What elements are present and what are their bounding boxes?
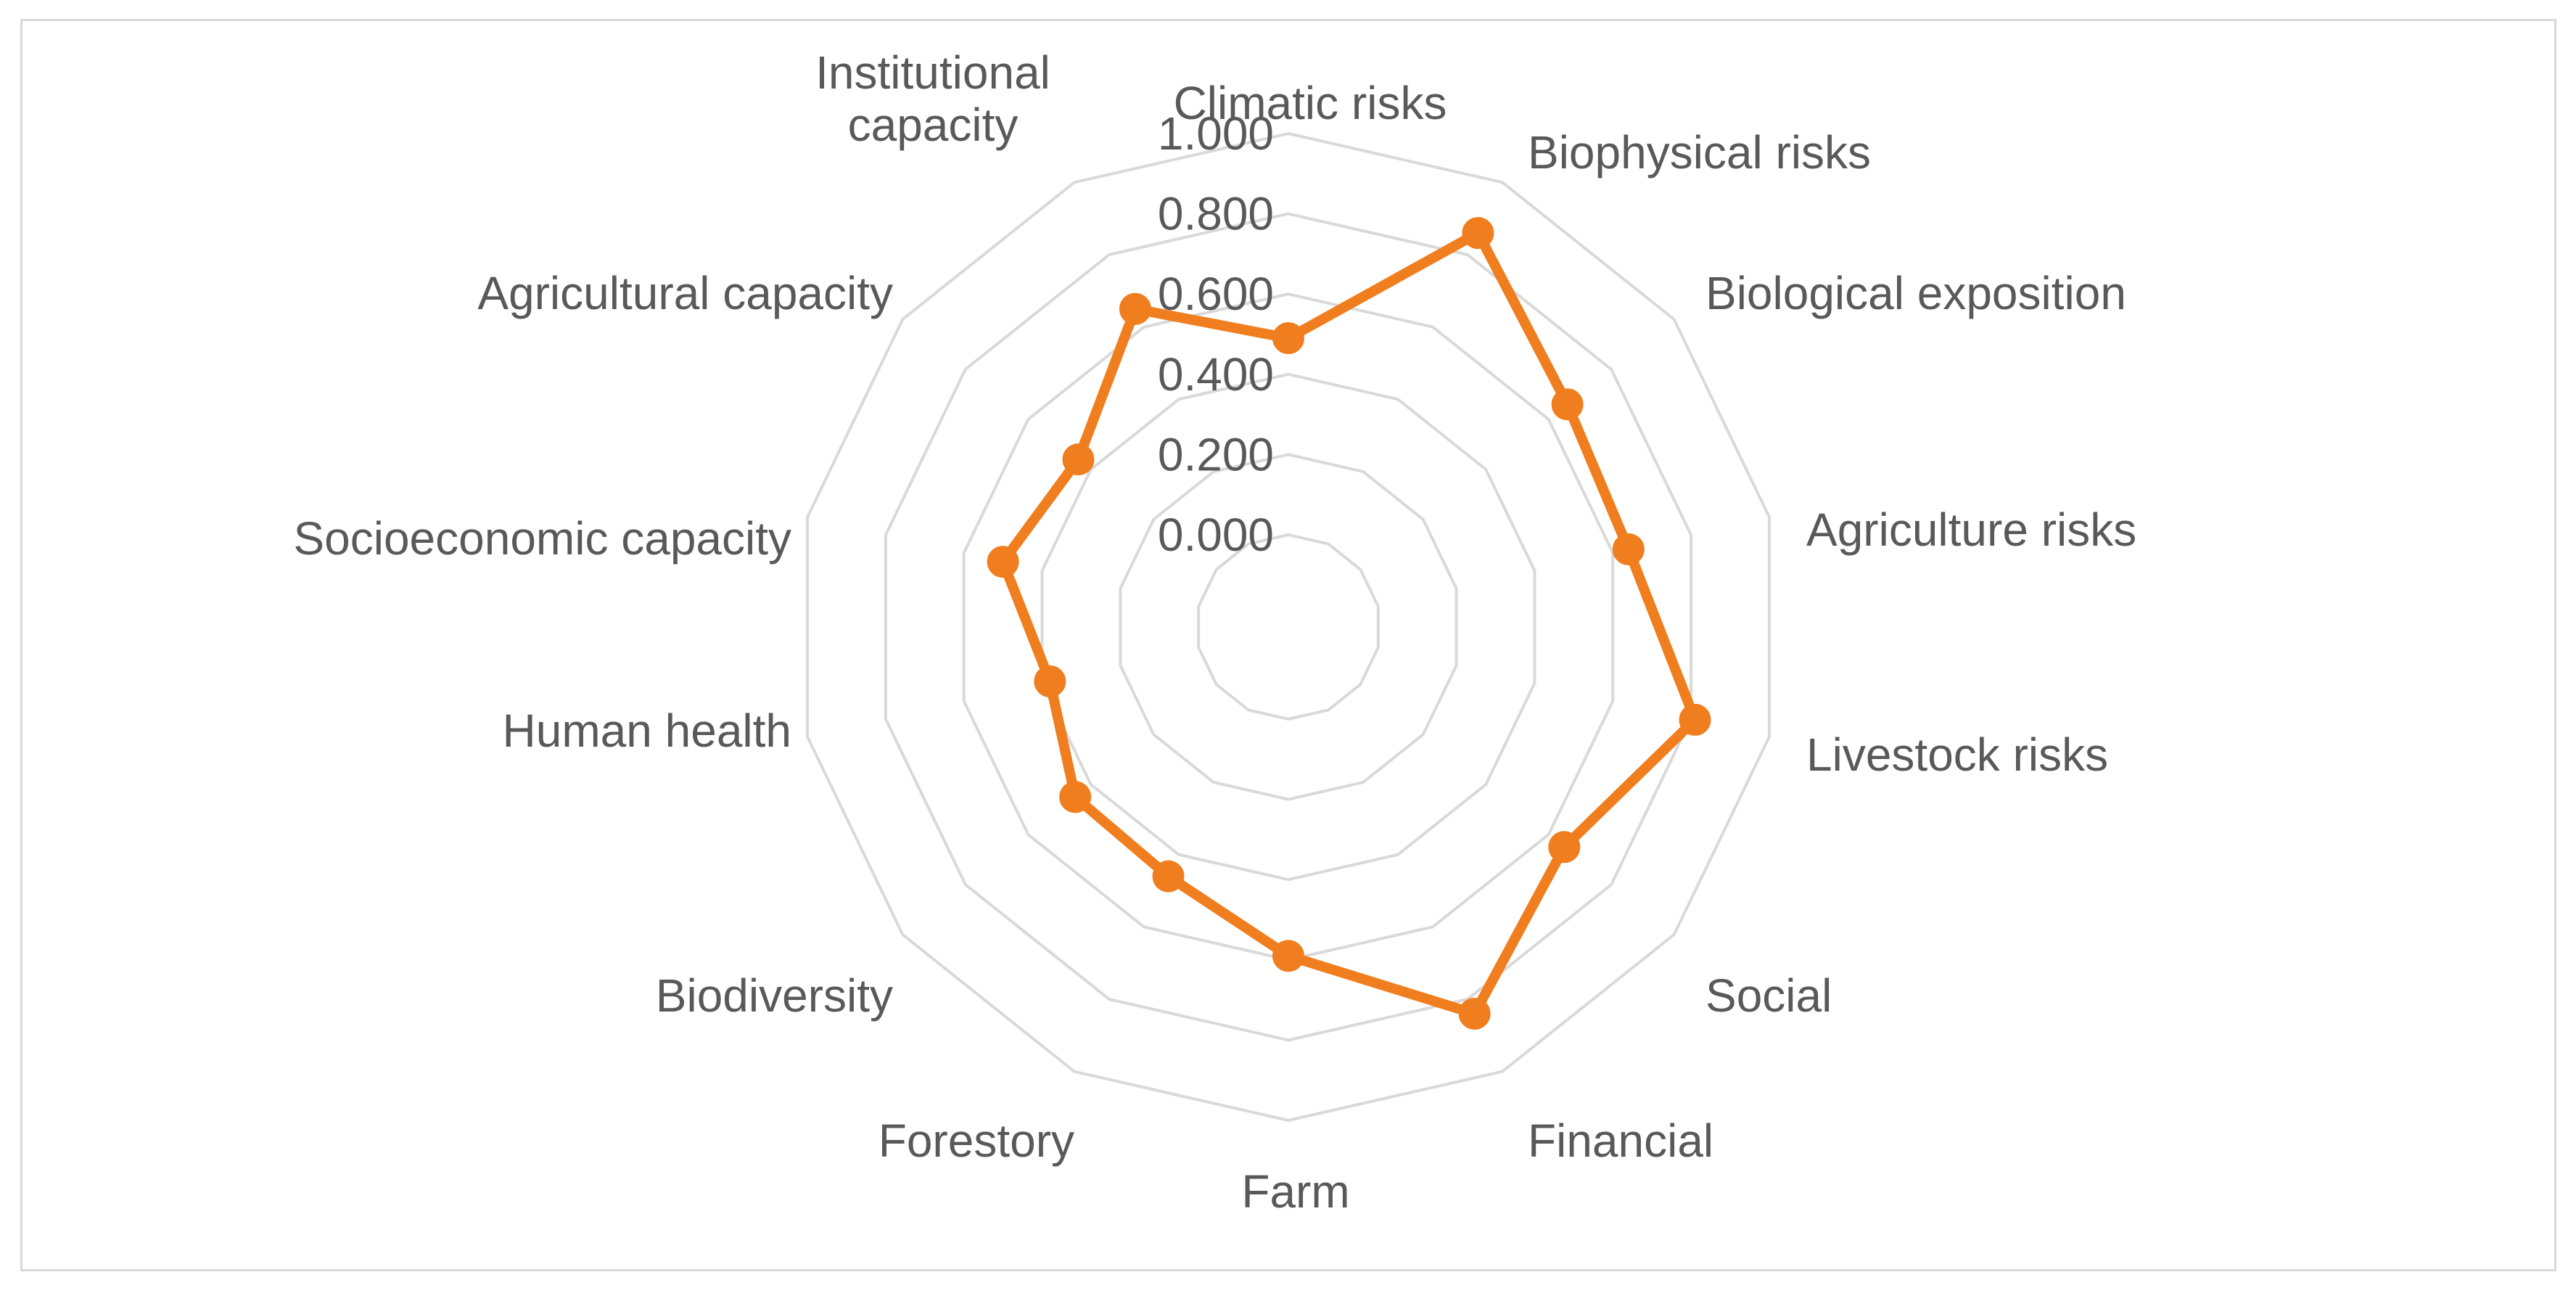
tick-label-2: 0.400 — [1158, 348, 1274, 401]
series-layer — [987, 217, 1711, 1030]
tick-label-4: 0.800 — [1158, 188, 1274, 240]
grid-ring-0 — [1197, 533, 1380, 721]
tick-label-0: 0.000 — [1158, 509, 1274, 561]
grid-ring-1 — [1119, 453, 1458, 801]
category-label-biological-exposition: Biological exposition — [1705, 267, 2126, 319]
grid-ring-2 — [1040, 372, 1536, 882]
category-label-forestory: Forestory — [878, 1115, 1074, 1167]
category-label-human-health: Human health — [503, 705, 791, 757]
data-point-social[interactable] — [1548, 831, 1581, 864]
tick-label-5: 1.000 — [1158, 107, 1274, 160]
category-label-line-0: Institutional — [815, 46, 1050, 99]
category-label-livestock-risks: Livestock risks — [1806, 729, 2108, 781]
data-point-biophysical-risks[interactable] — [1462, 217, 1494, 250]
category-label-agricultural-capacity: Agricultural capacity — [477, 267, 893, 319]
category-label-biophysical-risks: Biophysical risks — [1528, 126, 1871, 179]
grid-layer — [806, 131, 1771, 1123]
data-point-financial[interactable] — [1458, 997, 1491, 1030]
category-label-biodiversity: Biodiversity — [656, 969, 893, 1022]
grid-ring-4 — [884, 212, 1693, 1042]
category-label-layer: Climatic risks Biophysical risks Biologica… — [293, 46, 2136, 1218]
data-point-forestory[interactable] — [1152, 860, 1185, 893]
grid-ring-5 — [806, 131, 1771, 1123]
tick-label-3: 0.600 — [1158, 268, 1274, 320]
grid-ring-3 — [962, 292, 1615, 961]
tick-label-1: 0.200 — [1158, 428, 1274, 480]
data-point-biodiversity[interactable] — [1059, 781, 1092, 813]
category-label-climatic-risks: Climatic risks — [1174, 77, 1447, 129]
data-point-agriculture-risks[interactable] — [1612, 533, 1645, 565]
data-point-agricultural-capacity[interactable] — [1062, 443, 1095, 476]
radar-chart: 0.000 0.200 0.400 0.600 0.800 1.000 Climatic … — [293, 46, 2136, 1218]
data-point-climatic-risks[interactable] — [1272, 322, 1304, 355]
category-label-social: Social — [1705, 969, 1832, 1022]
category-label-line-1: capacity — [848, 99, 1019, 151]
data-point-farm[interactable] — [1272, 940, 1304, 972]
data-point-socioeconomic-capacity[interactable] — [987, 546, 1019, 578]
chart-frame: 0.000 0.200 0.400 0.600 0.800 1.000 Climatic … — [20, 19, 2556, 1271]
data-point-institutional-capacity[interactable] — [1119, 292, 1151, 325]
tick-label-layer: 0.000 0.200 0.400 0.600 0.800 1.000 — [1158, 107, 1274, 561]
data-point-livestock-risks[interactable] — [1679, 703, 1711, 736]
category-label-financial: Financial — [1528, 1115, 1713, 1167]
category-label-farm: Farm — [1241, 1165, 1349, 1218]
category-label-agriculture-risks: Agriculture risks — [1806, 504, 2136, 556]
data-point-human-health[interactable] — [1034, 665, 1066, 698]
category-label-socioeconomic-capacity: Socioeconomic capacity — [293, 512, 791, 565]
category-label-institutional-capacity: Institutional capacity — [815, 46, 1050, 151]
data-point-biological-exposition[interactable] — [1551, 388, 1584, 421]
